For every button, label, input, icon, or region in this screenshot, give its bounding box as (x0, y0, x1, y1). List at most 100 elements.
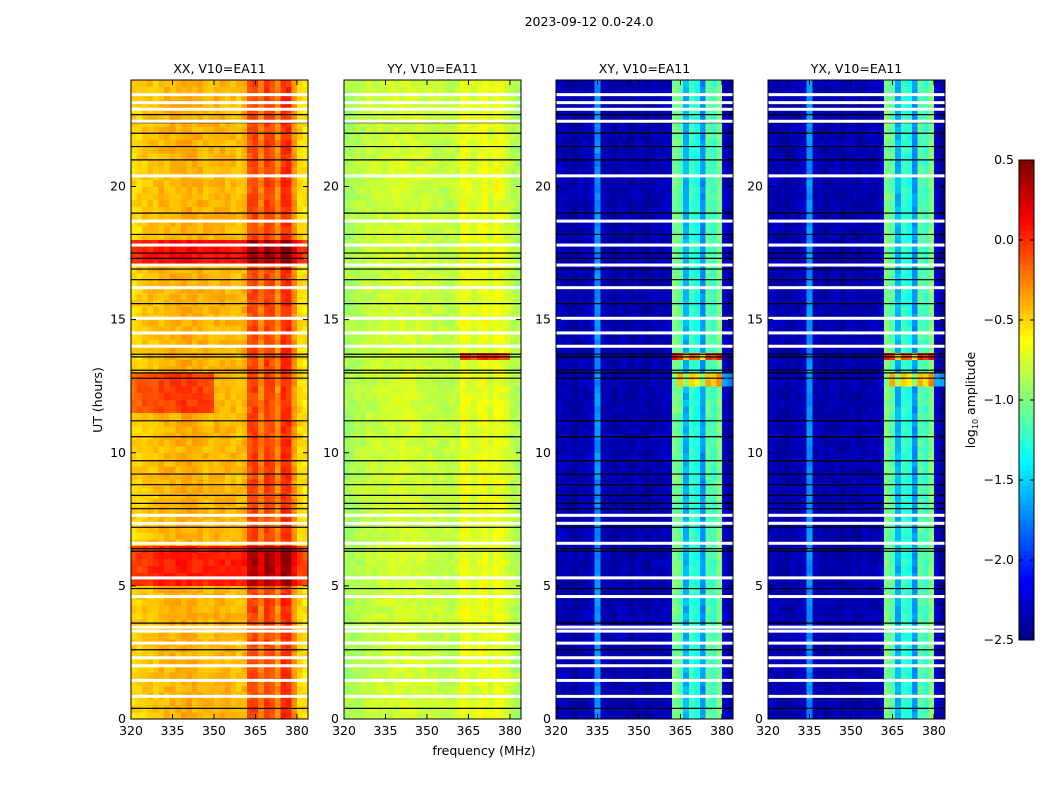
heatmap-cell (404, 153, 411, 161)
heatmap-cell (371, 506, 378, 513)
heatmap-cell (180, 599, 187, 607)
heatmap-cell (186, 233, 193, 241)
heatmap-cell (213, 599, 220, 607)
heatmap-cell (443, 466, 450, 474)
heatmap-cell (291, 399, 298, 407)
heatmap-cell (213, 466, 220, 474)
heatmap-cell (131, 126, 137, 134)
heatmap-cell (285, 492, 292, 500)
heatmap-cell (371, 126, 378, 134)
heatmap-cell (291, 699, 298, 706)
heatmap-cell (443, 379, 450, 387)
heatmap-cell (236, 452, 242, 460)
heatmap-cell (241, 266, 248, 274)
heatmap-cell (175, 585, 182, 593)
heatmap-cell (180, 332, 187, 340)
heatmap-cell (366, 206, 372, 214)
heatmap-cell (186, 399, 193, 407)
heatmap-cell (247, 659, 253, 667)
heatmap-cell (421, 259, 428, 267)
heatmap-cell (438, 625, 444, 633)
heatmap-cell (252, 659, 259, 667)
heatmap-cell (169, 372, 176, 380)
heatmap-cell (225, 506, 231, 513)
heatmap-cell (252, 406, 259, 414)
heatmap-cell (136, 233, 143, 241)
heatmap-cell (274, 293, 281, 300)
heatmap-cell (291, 239, 298, 247)
heatmap-cell (191, 266, 198, 274)
heatmap-cell (285, 625, 292, 633)
heatmap-cell (252, 379, 259, 387)
heatmap-cell (136, 139, 143, 147)
heatmap-cell (280, 652, 287, 660)
heatmap-cell (377, 372, 384, 380)
heatmap-cell (136, 439, 143, 447)
heatmap-cell (415, 246, 422, 254)
heatmap-cell (377, 699, 384, 706)
heatmap-cell (153, 312, 159, 320)
heatmap-cell (213, 399, 220, 407)
heatmap-cell (382, 93, 389, 101)
heatmap-cell (263, 239, 270, 247)
heatmap-cell (263, 506, 270, 513)
heatmap-cell (388, 392, 395, 400)
heatmap-cell (280, 572, 287, 580)
heatmap-cell (208, 406, 215, 414)
heatmap-cell (131, 452, 137, 460)
heatmap-cell (247, 406, 253, 414)
heatmap-cell (136, 346, 143, 354)
heatmap-cell (393, 219, 400, 227)
heatmap-cell (377, 186, 384, 194)
heatmap-cell (274, 492, 281, 500)
heatmap-cell (349, 599, 356, 607)
heatmap-cell (377, 93, 384, 101)
heatmap-cell (382, 133, 389, 141)
heatmap-cell (274, 565, 281, 573)
heatmap-cell (443, 632, 450, 640)
heatmap-cell (131, 459, 137, 467)
heatmap-cell (186, 386, 193, 394)
heatmap-cell (158, 193, 165, 201)
heatmap-cell (230, 133, 237, 141)
heatmap-cell (136, 659, 143, 667)
heatmap-cell (225, 585, 231, 593)
y-tick-label: 0 (118, 711, 126, 726)
heatmap-cell (230, 193, 237, 201)
heatmap-cell (230, 153, 237, 161)
heatmap-cell (158, 379, 165, 387)
heatmap-cell (263, 685, 270, 693)
heatmap-cell (131, 80, 137, 87)
heatmap-cell (426, 80, 433, 87)
heatmap-cell (388, 193, 395, 201)
heatmap-cell (236, 279, 242, 287)
heatmap-cell (219, 93, 226, 101)
heatmap-cell (296, 339, 303, 347)
heatmap-cell (426, 146, 433, 154)
heatmap-cell (197, 699, 204, 706)
heatmap-cell (404, 179, 411, 187)
heatmap-cell (175, 386, 182, 394)
heatmap-cell (404, 86, 411, 94)
heatmap-cell (426, 339, 433, 347)
heatmap-cell (208, 559, 215, 567)
heatmap-cell (269, 206, 276, 214)
heatmap-cell (349, 605, 356, 613)
heatmap-cell (366, 126, 372, 134)
heatmap-cell (225, 406, 231, 414)
heatmap-cell (344, 565, 350, 573)
heatmap-cell (415, 406, 422, 414)
heatmap-cell (230, 273, 237, 280)
heatmap-cell (202, 399, 209, 407)
heatmap-cell (399, 685, 406, 693)
heatmap-cell (404, 492, 411, 500)
heatmap-cell (164, 286, 171, 294)
heatmap-cell (241, 199, 248, 207)
heatmap-cell (377, 486, 384, 493)
heatmap-cell (382, 439, 389, 447)
heatmap-cell (269, 359, 276, 367)
heatmap-cell (344, 659, 350, 667)
heatmap-cell (164, 239, 171, 247)
heatmap-cell (410, 266, 417, 274)
heatmap-cell (269, 565, 276, 573)
